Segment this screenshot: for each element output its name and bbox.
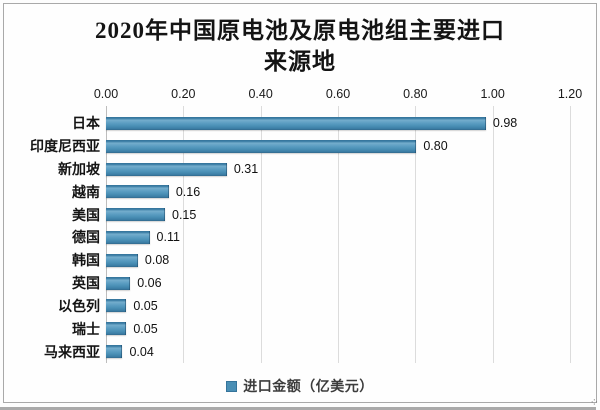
bar-value-label: 0.05 [133,298,158,313]
watermark-mark: ⁘ [589,397,599,409]
axis-tick-label: 0.20 [171,87,196,101]
legend-label: 进口金额（亿美元） [243,378,374,394]
gridline [338,106,339,363]
legend: 进口金额（亿美元） [0,376,600,396]
category-labels: 日本印度尼西亚新加坡越南美国德国韩国英国以色列瑞士马来西亚 [0,112,100,363]
category-label: 新加坡 [58,161,100,178]
bar-row: 0.80 [106,135,570,158]
category-label: 美国 [72,206,100,223]
bar-value-label: 0.04 [129,344,154,359]
bar [106,116,486,130]
bar-row: 0.08 [106,249,570,272]
axis-tick-label: 0.60 [325,87,351,101]
category-label: 瑞士 [72,320,100,337]
x-axis: 0.00 0.20 0.40 0.60 0.80 1.00 1.20 [94,87,582,103]
bar-row: 0.04 [106,340,570,363]
category-label: 英国 [72,275,100,292]
bar-rows: 0.98 0.80 0.31 0.16 0.15 0.11 0.08 0.06 0.05 0.05… [106,112,570,363]
category-label: 越南 [72,183,100,200]
bar-value-label: 0.11 [156,230,180,245]
bar [106,139,417,153]
bar-row: 0.05 [106,317,570,340]
bar [106,276,131,290]
bar-value-label: 0.05 [133,321,158,336]
bar-value-label: 0.31 [233,162,259,177]
axis-tick-label: 1.20 [557,87,583,101]
bar-value-label: 0.80 [423,139,448,154]
category-label: 印度尼西亚 [30,138,100,155]
bar [106,322,127,336]
bar-value-label: 0.06 [137,276,162,291]
bar-row: 0.06 [106,272,570,295]
bar-value-label: 0.08 [144,253,170,268]
bar-value-label: 0.98 [492,116,518,131]
gridline [260,106,262,363]
bar-row: 0.98 [106,112,570,135]
axis-tick-label: 1.00 [480,87,505,101]
bar-value-label: 0.16 [175,184,201,199]
category-label: 韩国 [72,252,100,269]
bar-row: 0.15 [106,203,570,226]
bar [106,230,150,244]
bar [106,299,127,313]
chart-title-line1: 2020年中国原电池及原电池组主要进口 [95,18,505,43]
bar [106,345,123,359]
category-label: 日本 [72,115,100,132]
category-label: 马来西亚 [44,343,100,360]
gridline [570,106,571,363]
axis-tick-label: 0.80 [403,87,428,101]
chart-title-line2: 来源地 [264,49,336,74]
chart-title: 2020年中国原电池及原电池组主要进口 来源地 [65,15,535,77]
chart-frame [3,3,597,403]
plot-area: 0.98 0.80 0.31 0.16 0.15 0.11 0.08 0.06 0.05 0.05… [106,106,571,363]
category-label: 德国 [72,229,100,246]
bar [106,185,169,199]
bar-row: 0.31 [106,158,570,181]
category-label: 以色列 [58,297,100,314]
bar [106,253,138,267]
gridline [183,106,185,363]
axis-tick-label: 0.00 [93,87,119,101]
legend-swatch-icon [226,380,238,392]
bar-value-label: 0.15 [172,207,197,222]
bar-row: 0.16 [106,180,570,203]
bar-row: 0.05 [106,295,570,318]
gridline [492,106,494,363]
bar [106,162,227,176]
axis-tick-label: 0.40 [248,87,273,101]
bottom-shadow [0,407,596,410]
gridline [415,106,417,363]
bar-row: 0.11 [106,226,570,249]
bar [106,208,165,222]
